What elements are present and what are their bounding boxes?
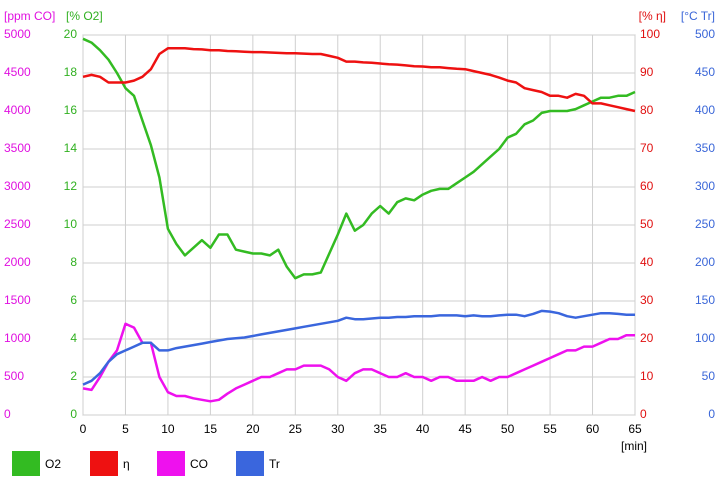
y-tick-label: 250: [695, 217, 715, 231]
legend-swatch: [157, 451, 185, 476]
x-tick-label: 0: [80, 422, 87, 436]
x-axis-title: [min]: [621, 439, 647, 453]
y-tick-label: 350: [695, 141, 715, 155]
y-tick-label: 20: [640, 331, 654, 345]
x-tick-label: 65: [628, 422, 642, 436]
y-tick-label: 30: [640, 293, 654, 307]
series-line: [82, 309, 635, 386]
legend-swatch: [236, 451, 264, 476]
y-tick-label: 200: [695, 255, 715, 269]
x-tick-label: 45: [458, 422, 472, 436]
y-tick-label: 0: [4, 407, 11, 421]
x-tick-label: 60: [586, 422, 600, 436]
legend-swatch: [90, 451, 118, 476]
y-tick-label: 1000: [4, 331, 31, 345]
y-tick-label: 2000: [4, 255, 31, 269]
legend-label: O2: [45, 457, 61, 471]
y-tick-label: 500: [695, 27, 715, 41]
x-tick-label: 50: [501, 422, 515, 436]
y-tick-label: 60: [640, 179, 654, 193]
y-tick-label: 2: [70, 369, 77, 383]
y-tick-label: 3500: [4, 141, 31, 155]
y-tick-label: 4: [70, 331, 77, 345]
y-tick-label: 100: [640, 27, 660, 41]
x-tick-label: 35: [374, 422, 388, 436]
y-tick-label: 4000: [4, 103, 31, 117]
axis-title: [ppm CO]: [4, 9, 55, 23]
legend-label: η: [123, 457, 130, 471]
series-line: [82, 47, 636, 113]
y-tick-label: 14: [64, 141, 78, 155]
axis-title: [% O2]: [66, 9, 103, 23]
y-tick-label: 6: [70, 293, 77, 307]
x-tick-label: 30: [331, 422, 345, 436]
y-tick-label: 12: [64, 179, 78, 193]
y-tick-label: 70: [640, 141, 654, 155]
x-tick-label: 5: [122, 422, 129, 436]
y-tick-label: 10: [640, 369, 654, 383]
series-line: [82, 37, 636, 280]
legend-swatch: [12, 451, 40, 476]
y-tick-label: 50: [640, 217, 654, 231]
y-tick-label: 0: [708, 407, 715, 421]
x-tick-label: 40: [416, 422, 430, 436]
y-tick-label: 2500: [4, 217, 31, 231]
y-tick-label: 80: [640, 103, 654, 117]
y-tick-label: 0: [640, 407, 647, 421]
x-tick-label: 20: [246, 422, 260, 436]
y-tick-label: 0: [70, 407, 77, 421]
y-tick-label: 50: [702, 369, 716, 383]
y-tick-label: 4500: [4, 65, 31, 79]
y-tick-label: 10: [64, 217, 78, 231]
x-tick-label: 25: [289, 422, 303, 436]
y-tick-label: 500: [4, 369, 24, 383]
y-tick-label: 400: [695, 103, 715, 117]
axis-title: [°C Tr]: [681, 9, 715, 23]
y-tick-label: 150: [695, 293, 715, 307]
axis-title: [% η]: [639, 9, 666, 23]
x-tick-label: 10: [161, 422, 175, 436]
legend-label: Tr: [269, 457, 280, 471]
y-tick-label: 18: [64, 65, 78, 79]
y-tick-label: 20: [64, 27, 78, 41]
y-tick-label: 450: [695, 65, 715, 79]
y-tick-label: 16: [64, 103, 78, 117]
y-tick-label: 40: [640, 255, 654, 269]
y-tick-label: 1500: [4, 293, 31, 307]
y-tick-label: 8: [70, 255, 77, 269]
x-tick-label: 15: [204, 422, 218, 436]
y-tick-label: 90: [640, 65, 654, 79]
y-tick-label: 3000: [4, 179, 31, 193]
series-line: [82, 322, 635, 403]
y-tick-label: 300: [695, 179, 715, 193]
y-tick-label: 100: [695, 331, 715, 345]
legend-label: CO: [190, 457, 208, 471]
y-tick-label: 5000: [4, 27, 31, 41]
x-tick-label: 55: [543, 422, 557, 436]
